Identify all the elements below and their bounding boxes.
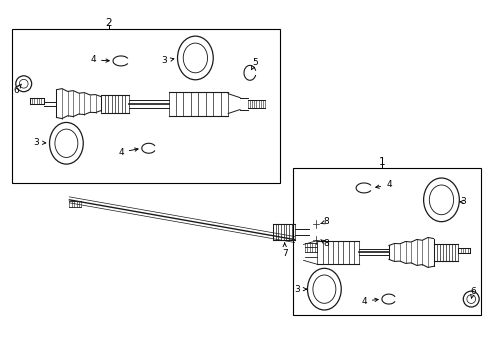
Text: 8: 8 [320,217,329,226]
Text: 3: 3 [460,197,466,206]
Text: 5: 5 [252,58,258,67]
Text: 4: 4 [90,55,109,64]
Text: 4: 4 [118,148,138,157]
Bar [293,168,481,315]
Text: 2: 2 [106,18,112,28]
Text: 7: 7 [282,243,288,258]
Text: 6: 6 [470,287,476,296]
Text: 4: 4 [361,297,378,306]
Text: 6: 6 [13,84,22,95]
Text: 4: 4 [376,180,392,189]
Bar [12,29,280,183]
Text: 8: 8 [320,239,329,248]
Text: 3: 3 [294,285,307,294]
Text: 1: 1 [379,157,385,167]
Text: 3: 3 [34,138,46,147]
Text: 3: 3 [162,57,174,66]
